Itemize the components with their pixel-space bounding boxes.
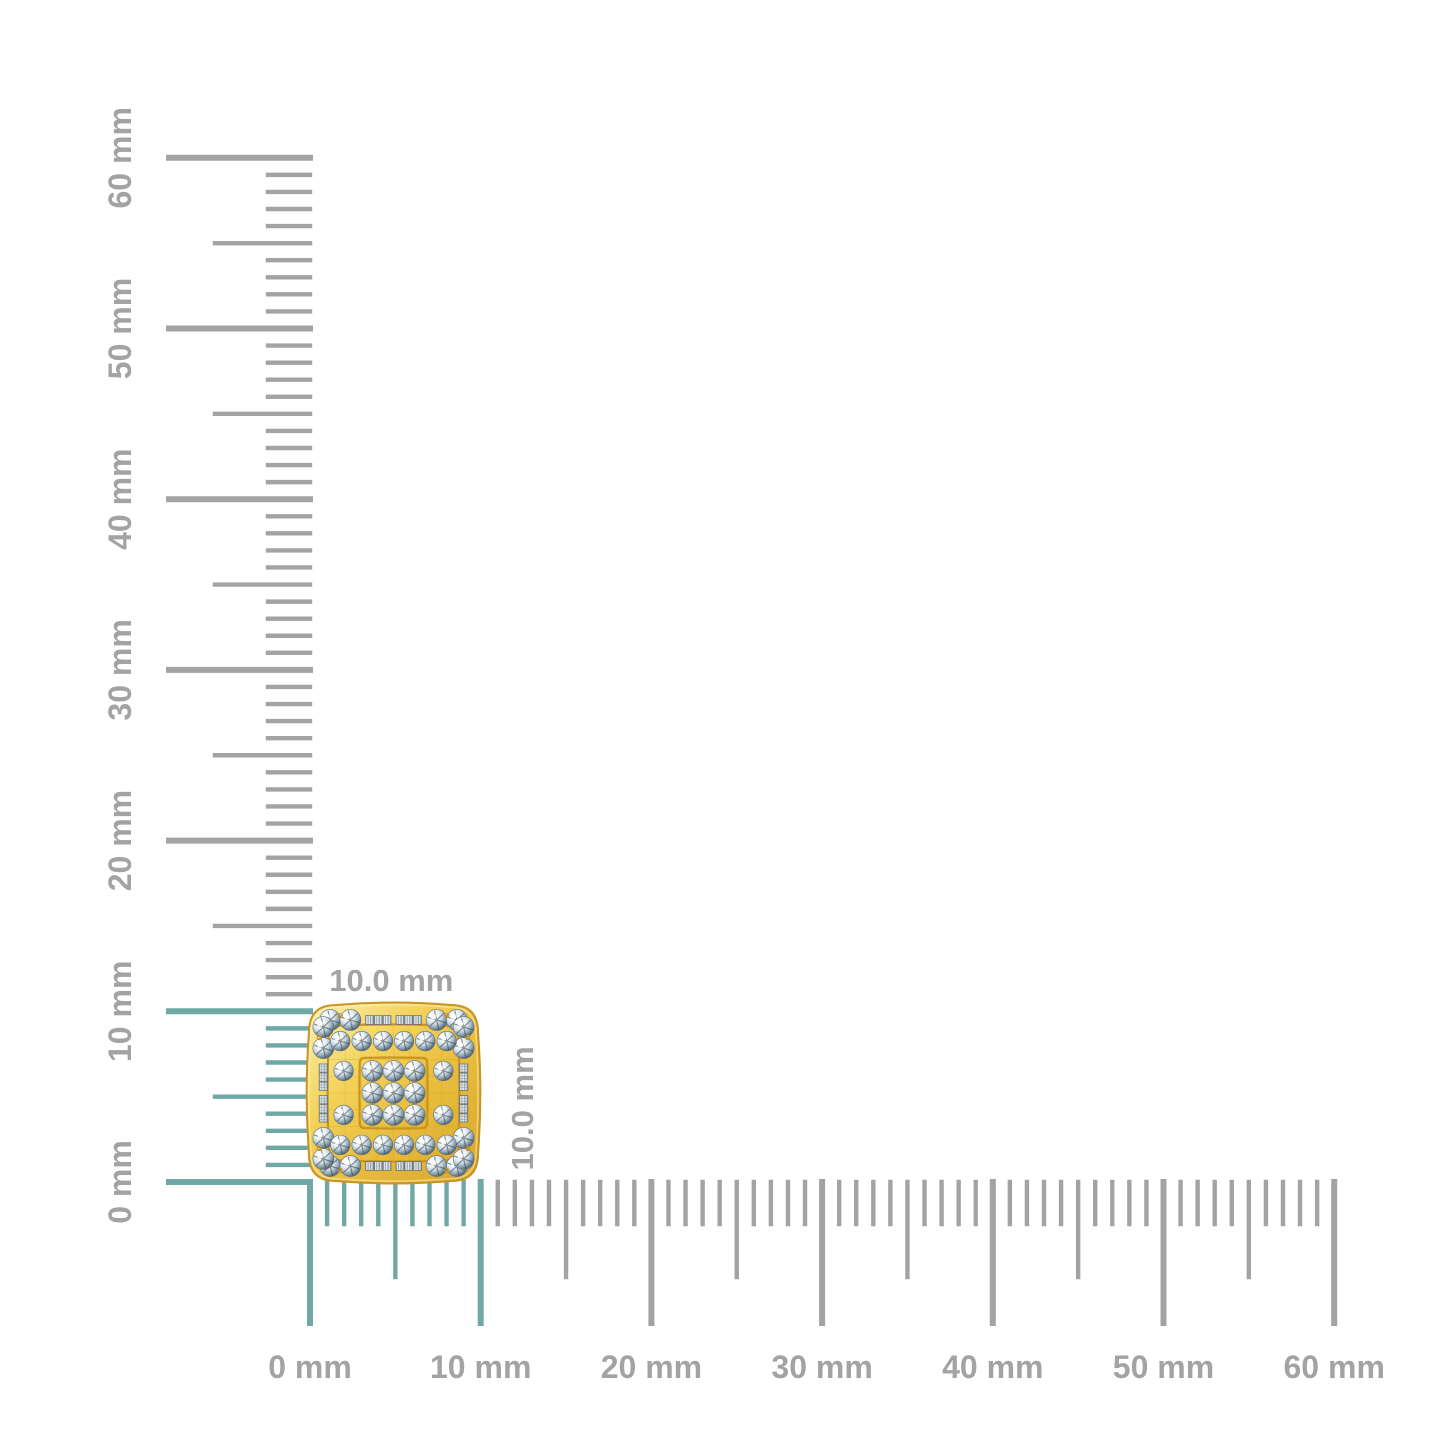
svg-text:50 mm: 50 mm — [1113, 1349, 1214, 1385]
svg-text:40 mm: 40 mm — [942, 1349, 1043, 1385]
svg-text:40 mm: 40 mm — [102, 449, 138, 550]
svg-text:10.0 mm: 10.0 mm — [505, 1046, 540, 1170]
svg-text:10 mm: 10 mm — [430, 1349, 531, 1385]
svg-text:60 mm: 60 mm — [1284, 1349, 1385, 1385]
svg-text:30 mm: 30 mm — [102, 619, 138, 720]
svg-text:30 mm: 30 mm — [771, 1349, 872, 1385]
svg-text:0 mm: 0 mm — [268, 1349, 352, 1385]
svg-text:10.0 mm: 10.0 mm — [329, 963, 453, 998]
svg-text:20 mm: 20 mm — [601, 1349, 702, 1385]
svg-text:0 mm: 0 mm — [102, 1140, 138, 1224]
svg-text:20 mm: 20 mm — [102, 790, 138, 891]
svg-text:50 mm: 50 mm — [102, 278, 138, 379]
svg-text:10 mm: 10 mm — [102, 961, 138, 1062]
svg-text:60 mm: 60 mm — [102, 107, 138, 208]
